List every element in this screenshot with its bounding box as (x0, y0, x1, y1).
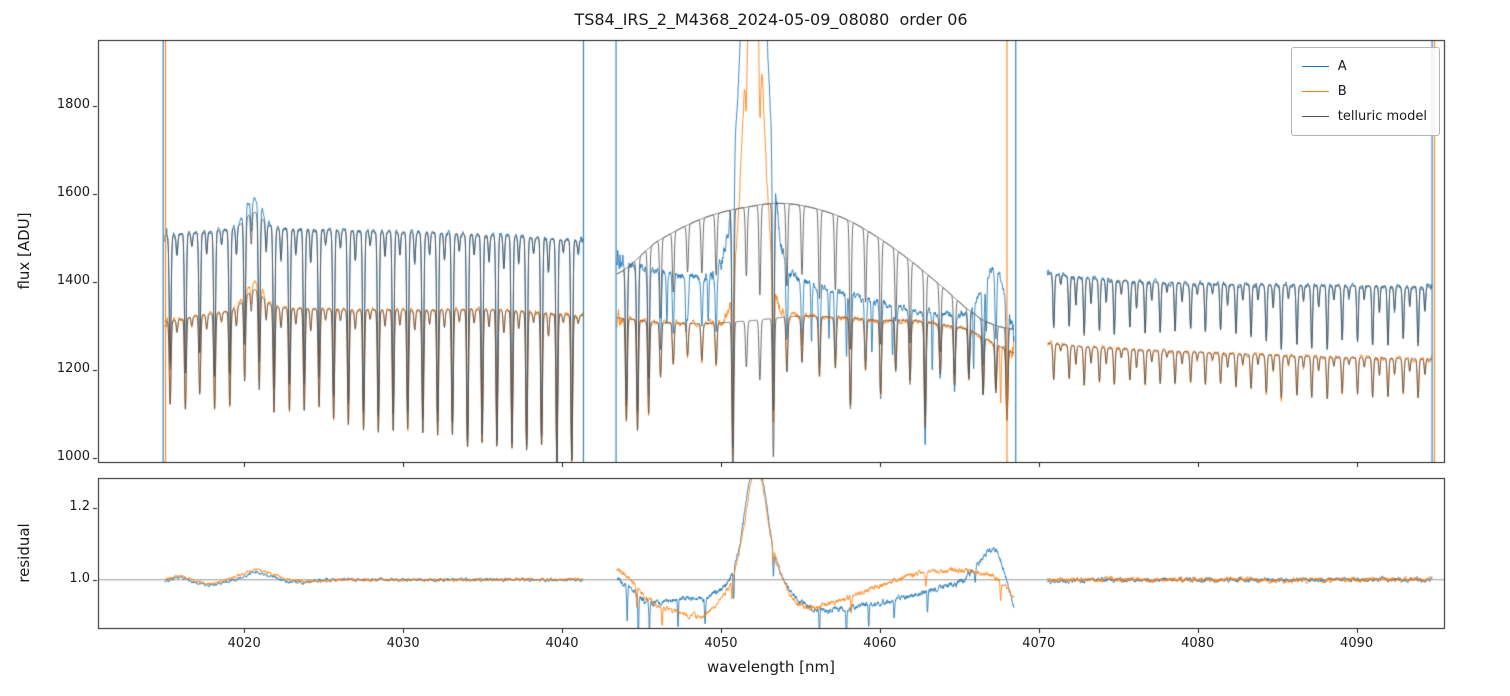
y-tick-label-flux: 1000 (56, 448, 90, 464)
x-tick-label: 4070 (1022, 636, 1056, 651)
x-tick-label: 4030 (386, 636, 420, 651)
x-tick-label: 4090 (1340, 636, 1374, 651)
x-tick-label: 4060 (863, 636, 897, 651)
legend-line-b-icon (1301, 91, 1329, 92)
y-tick-label-residual: 1.0 (69, 570, 90, 586)
y-tick-label-flux: 1400 (56, 272, 90, 288)
legend-item-a: A (1301, 54, 1427, 79)
legend-label-b: B (1337, 84, 1347, 99)
x-tick-label: 4040 (545, 636, 579, 651)
page-title: TS84_IRS_2_M4368_2024-05-09_08080 order … (574, 10, 968, 29)
y-tick-label-residual: 1.2 (69, 499, 90, 515)
x-axis-label: wavelength [nm] (707, 658, 835, 676)
x-tick-label: 4080 (1181, 636, 1215, 651)
legend-label-telluric: telluric model (1337, 109, 1427, 124)
legend-label-a: A (1337, 59, 1347, 74)
x-tick-label: 4020 (227, 636, 261, 651)
y-tick-label-flux: 1600 (56, 184, 90, 200)
legend: A B telluric model (1290, 47, 1440, 136)
legend-item-telluric-model: telluric model (1301, 104, 1427, 129)
x-tick-label: 4050 (704, 636, 738, 651)
legend-item-b: B (1301, 79, 1427, 104)
legend-line-telluric-icon (1301, 116, 1329, 117)
y-tick-label-flux: 1800 (56, 96, 90, 112)
legend-line-a-icon (1301, 66, 1329, 67)
y-tick-label-flux: 1200 (56, 360, 90, 376)
